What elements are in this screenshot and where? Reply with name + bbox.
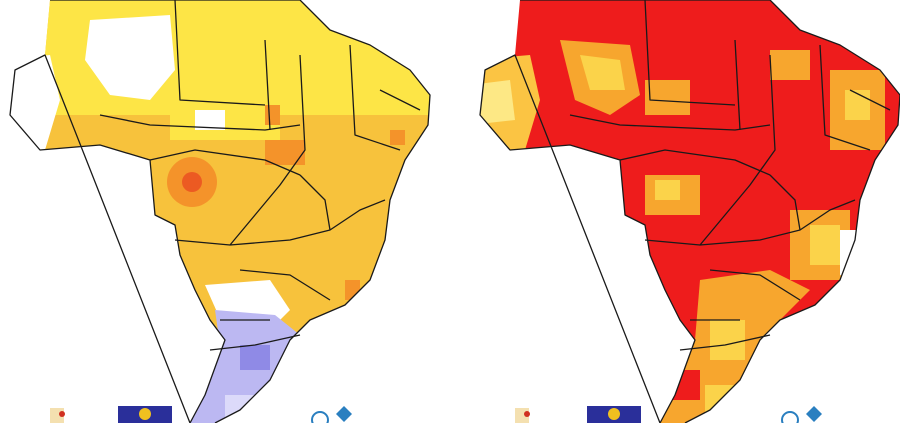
region: [195, 110, 225, 130]
logo: [139, 408, 151, 420]
region: [240, 345, 270, 370]
region: [265, 105, 280, 125]
logo: [336, 406, 352, 422]
left-fill: [10, 0, 430, 423]
region: [390, 130, 405, 145]
logo: [311, 411, 329, 423]
right-fill: [480, 0, 900, 423]
region: [655, 180, 680, 200]
logo: [781, 411, 799, 423]
logos-left: [50, 406, 352, 423]
left-map: [9, 0, 431, 423]
region: [705, 385, 735, 423]
logo: [524, 411, 530, 417]
region: [182, 172, 202, 192]
logo: [608, 408, 620, 420]
region: [480, 80, 515, 125]
logos-right: [515, 406, 822, 423]
logo: [806, 406, 822, 422]
region: [225, 395, 265, 423]
region: [845, 90, 870, 120]
region: [580, 55, 625, 90]
region: [85, 15, 175, 100]
state-border: [569, 0, 891, 351]
region: [810, 225, 840, 265]
state-border: [99, 0, 421, 351]
country-border: [479, 0, 900, 423]
region: [265, 140, 305, 165]
country-border: [9, 0, 431, 423]
logo: [59, 411, 65, 417]
region: [10, 0, 430, 115]
region: [710, 320, 745, 360]
right-map: [479, 0, 900, 423]
region: [770, 50, 810, 80]
region: [645, 80, 690, 115]
